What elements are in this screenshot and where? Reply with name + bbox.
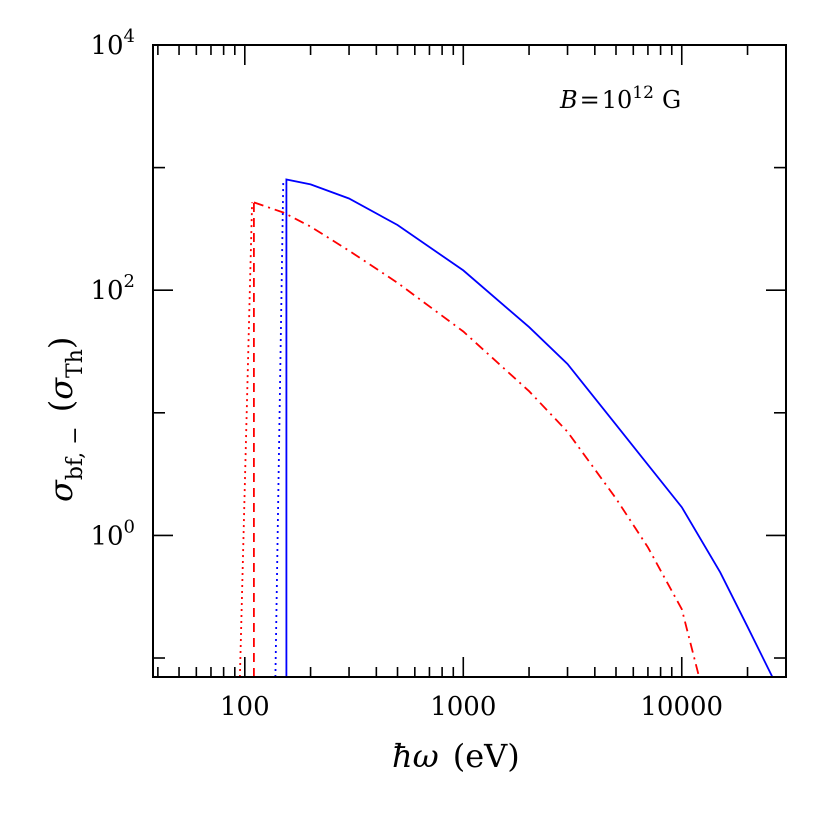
series-line-4	[285, 178, 774, 678]
y-tick-label: 104	[90, 26, 135, 61]
series-line-0	[239, 202, 253, 678]
x-tick-label: 10000	[640, 692, 723, 722]
ticks	[153, 44, 787, 677]
x-tick-label: 1000	[430, 692, 496, 722]
series-group	[239, 178, 774, 678]
field-annotation: B=1012 G	[559, 83, 681, 114]
x-tick-label: 100	[220, 692, 270, 722]
y-axis-label: σbf, −(σTh)	[42, 337, 88, 502]
y-tick-label: 102	[90, 271, 135, 306]
series-line-2	[253, 201, 700, 678]
plot-frame	[152, 44, 787, 678]
x-axis-label: ħω (eV)	[392, 737, 520, 775]
series-line-3	[274, 179, 285, 678]
y-tick-label: 100	[90, 516, 135, 551]
tick-labels: 100 1000 10000 100 102 104	[90, 26, 723, 722]
